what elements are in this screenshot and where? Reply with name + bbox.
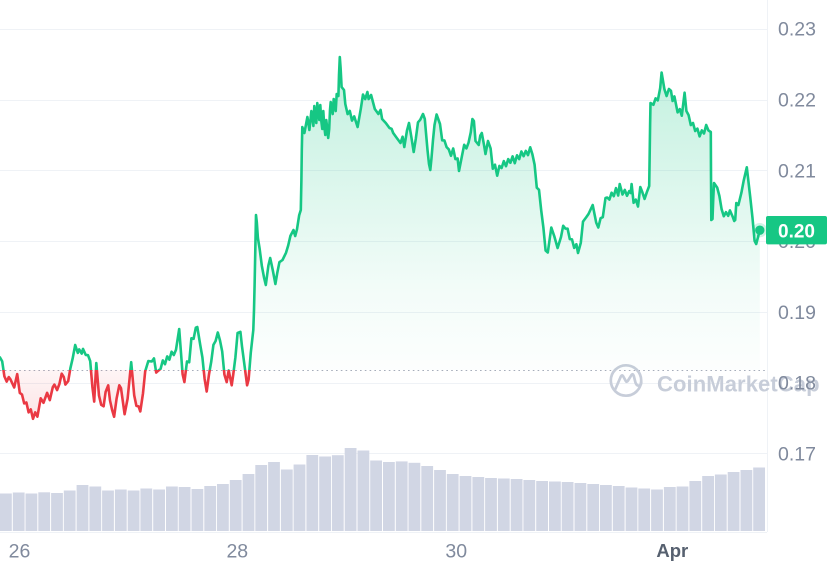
svg-text:CoinMarketCap: CoinMarketCap: [657, 372, 820, 397]
svg-text:0.17: 0.17: [778, 444, 816, 466]
svg-text:0.18: 0.18: [778, 373, 816, 395]
svg-text:0.20: 0.20: [778, 221, 815, 242]
svg-text:26: 26: [9, 541, 31, 563]
svg-text:0.23: 0.23: [778, 19, 816, 41]
svg-text:Apr: Apr: [656, 540, 688, 561]
svg-text:28: 28: [226, 541, 248, 563]
svg-text:0.22: 0.22: [778, 90, 816, 112]
svg-text:0.19: 0.19: [778, 302, 816, 324]
svg-text:0.21: 0.21: [778, 160, 816, 182]
svg-text:30: 30: [445, 541, 467, 563]
